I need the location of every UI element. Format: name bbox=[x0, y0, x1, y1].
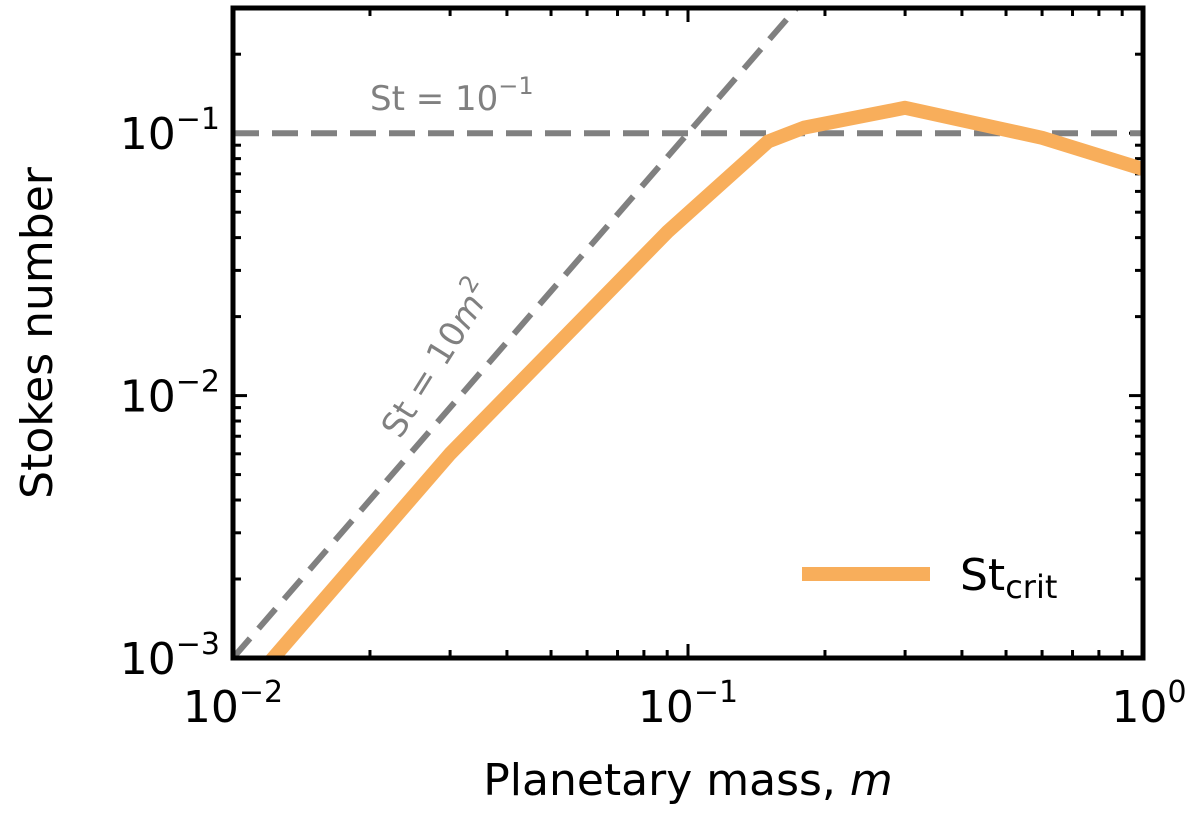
series-line-st-crit bbox=[263, 100, 1143, 658]
horizontal-ref-label: St = 10−1 bbox=[370, 72, 534, 119]
x-axis-label: Planetary mass, m bbox=[483, 755, 893, 806]
y-tick-label: 10−1 bbox=[120, 102, 220, 160]
x-tick-label: 10−2 bbox=[183, 675, 283, 733]
y-tick-label: 10−3 bbox=[120, 627, 220, 685]
x-tick-label: 100 bbox=[1111, 675, 1186, 733]
legend: Stcrit bbox=[802, 550, 1057, 606]
power-ref-line bbox=[233, 8, 799, 658]
x-tick-labels: 10−2 10−1 100 bbox=[183, 675, 1187, 733]
y-axis-label: Stokes number bbox=[12, 166, 63, 499]
plot-frame bbox=[230, 5, 1146, 661]
x-tick-label: 10−1 bbox=[638, 675, 738, 733]
y-tick-label: 10−2 bbox=[120, 365, 220, 423]
series-layer bbox=[263, 100, 1143, 658]
y-tick-labels: 10−3 10−2 10−1 bbox=[120, 102, 220, 685]
legend-entry: Stcrit bbox=[960, 550, 1057, 606]
